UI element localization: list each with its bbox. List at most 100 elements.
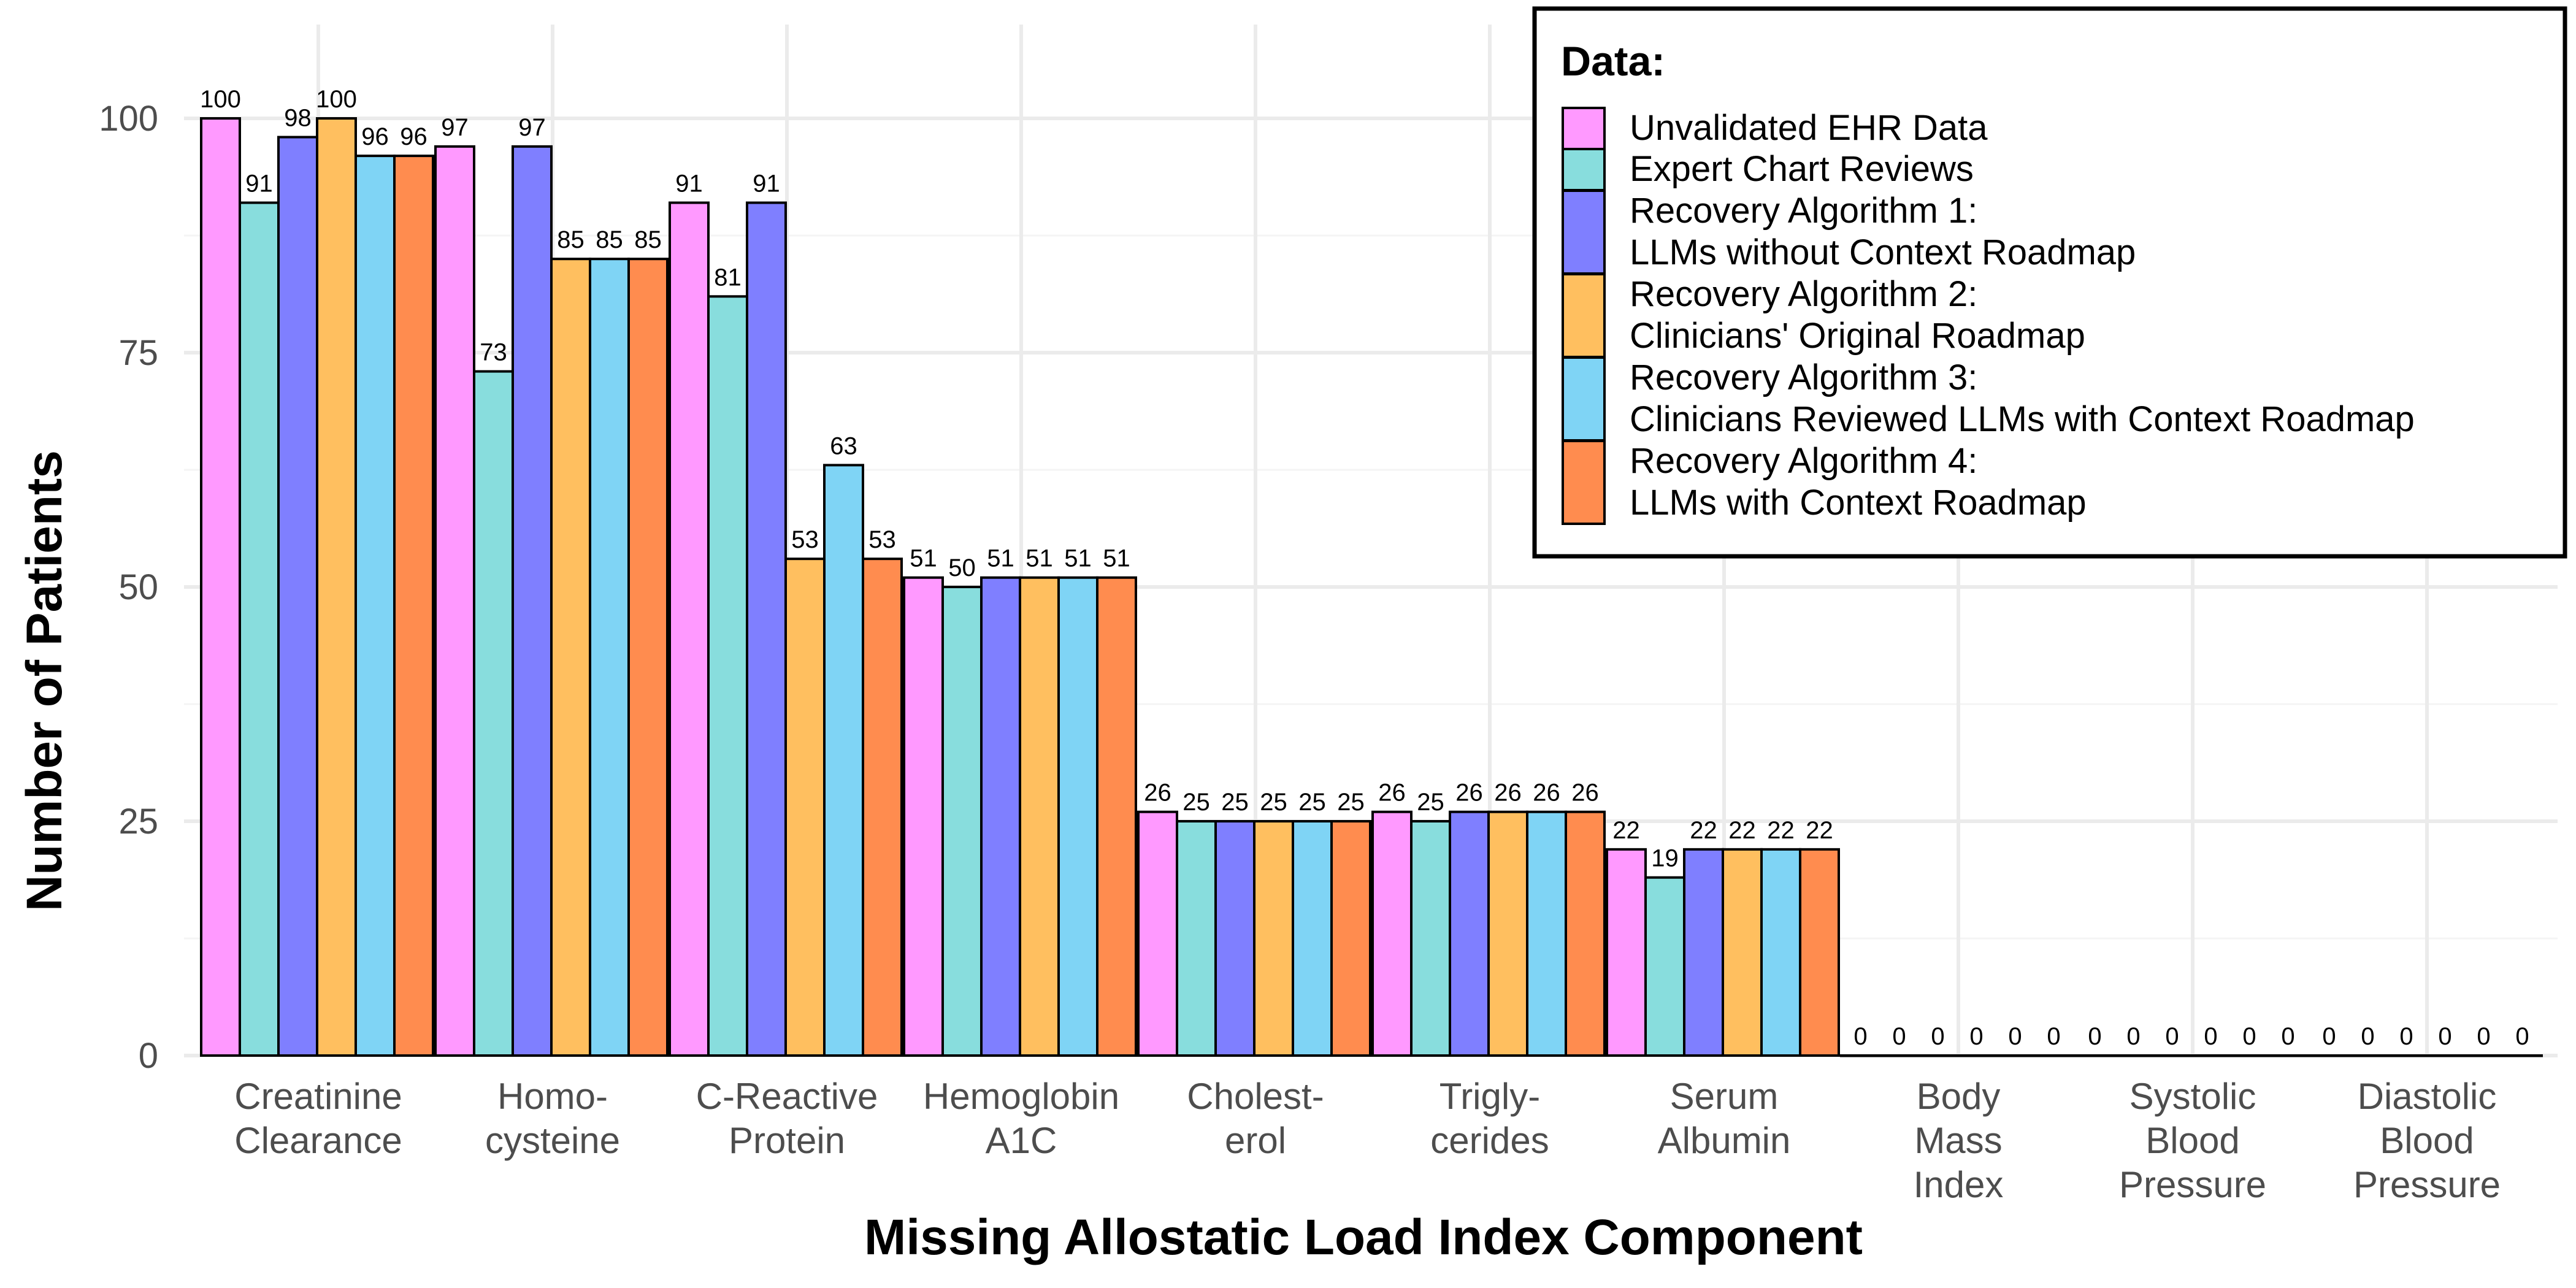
y-axis-ticks: 0 25 50 75 100 xyxy=(99,99,158,1076)
y-tick-label: 0 xyxy=(139,1036,158,1076)
bar-value-label: 0 xyxy=(2361,1023,2374,1050)
bar xyxy=(1449,810,1490,1057)
bar-value-label: 53 xyxy=(791,526,819,553)
bar-value-label: 51 xyxy=(1025,545,1053,572)
bar-value-label: 0 xyxy=(1892,1023,1906,1050)
bar-value-label: 25 xyxy=(1337,789,1365,816)
bar-value-label: 97 xyxy=(441,114,469,141)
bar xyxy=(823,464,864,1057)
bar xyxy=(473,370,514,1057)
legend-label: Recovery Algorithm 3: Clinicians Reviewed… xyxy=(1630,358,2415,439)
x-tick-label: Homo-cysteine xyxy=(485,1076,620,1161)
bar-value-label: 91 xyxy=(245,171,273,197)
bar-value-label: 25 xyxy=(1260,789,1287,816)
bar-value-label: 25 xyxy=(1417,789,1444,816)
bar-value-label: 22 xyxy=(1728,817,1756,844)
bar-value-label: 50 xyxy=(948,554,976,581)
bar-value-label: 19 xyxy=(1651,845,1679,872)
bar xyxy=(1253,820,1294,1057)
bar-value-label: 0 xyxy=(1969,1023,1983,1050)
bar xyxy=(746,201,787,1057)
bar-value-label: 26 xyxy=(1533,780,1560,807)
bars xyxy=(200,117,2543,1057)
x-axis-title: Missing Allostatic Load Index Component xyxy=(864,1209,1863,1265)
bar-value-label: 0 xyxy=(1853,1023,1867,1050)
bar-value-label: 0 xyxy=(2242,1023,2256,1050)
y-tick-label: 100 xyxy=(99,99,158,139)
bar xyxy=(862,558,903,1057)
bar-value-label: 0 xyxy=(1931,1023,1944,1050)
bar-value-label: 0 xyxy=(2088,1023,2101,1050)
bar xyxy=(941,586,983,1057)
legend-label: Recovery Algorithm 4: LLMs with Context R… xyxy=(1630,441,2087,523)
bar xyxy=(512,145,553,1057)
legend-key xyxy=(1562,273,1606,358)
legend-key xyxy=(1562,440,1606,525)
x-tick-label: Body Mass Index xyxy=(1914,1076,2004,1205)
bar xyxy=(1019,576,1060,1057)
legend-label: Recovery Algorithm 1: LLMs without Contex… xyxy=(1630,191,2136,272)
x-tick-label: C-Reactive Protein xyxy=(696,1076,878,1161)
bar-value-label: 100 xyxy=(316,86,357,113)
bar xyxy=(1683,848,1724,1057)
y-tick-label: 25 xyxy=(118,802,158,841)
bar-value-label: 100 xyxy=(200,86,241,113)
bar xyxy=(434,145,475,1057)
bar-value-label: 26 xyxy=(1571,780,1599,807)
bar xyxy=(1606,848,1647,1057)
bar xyxy=(1526,810,1567,1057)
bar xyxy=(589,258,630,1057)
bar-value-label: 51 xyxy=(1103,545,1130,572)
bar xyxy=(1760,848,1801,1057)
bar xyxy=(1292,820,1333,1057)
bar-value-label: 96 xyxy=(400,123,427,150)
bar xyxy=(1176,820,1217,1057)
bar-value-label: 22 xyxy=(1690,817,1717,844)
bar-value-label: 51 xyxy=(910,545,937,572)
bar-value-label: 26 xyxy=(1378,780,1406,807)
bar-value-label: 0 xyxy=(2322,1023,2336,1050)
bar-value-label: 25 xyxy=(1183,789,1210,816)
bar xyxy=(1214,820,1255,1057)
y-tick-label: 75 xyxy=(118,333,158,373)
bar-value-label: 81 xyxy=(714,264,742,291)
bar xyxy=(1487,810,1528,1057)
legend-label: Unvalidated EHR Data xyxy=(1630,108,1988,148)
legend-key xyxy=(1562,356,1606,442)
bar xyxy=(1722,848,1763,1057)
bar-value-label: 26 xyxy=(1455,780,1483,807)
bar-value-label: 22 xyxy=(1612,817,1640,844)
bar xyxy=(1137,810,1178,1057)
bar-value-label: 0 xyxy=(2399,1023,2413,1050)
bar xyxy=(1371,810,1413,1057)
bar-value-label: 51 xyxy=(987,545,1014,572)
bar xyxy=(1799,848,1840,1057)
bar-value-label: 0 xyxy=(2165,1023,2179,1050)
bar-value-label: 0 xyxy=(2204,1023,2217,1050)
bar-value-label: 98 xyxy=(284,105,312,132)
bar-value-label: 73 xyxy=(480,339,507,366)
bar xyxy=(784,558,826,1057)
bar-value-label: 0 xyxy=(2281,1023,2294,1050)
x-axis-ticks: Creatinine Clearance Homo-cysteine C-Reacti… xyxy=(234,1076,2501,1205)
bar xyxy=(669,201,710,1057)
bar xyxy=(1330,820,1371,1057)
x-tick-label: Serum Albumin xyxy=(1658,1076,1791,1161)
x-tick-label: Cholest-erol xyxy=(1187,1076,1324,1161)
bar-value-label: 25 xyxy=(1221,789,1249,816)
bar-value-label: 22 xyxy=(1767,817,1795,844)
legend-key xyxy=(1562,107,1606,150)
bar-value-label: 85 xyxy=(596,226,623,253)
bar xyxy=(707,295,748,1057)
bar xyxy=(1096,576,1137,1057)
bar-value-label: 0 xyxy=(2008,1023,2022,1050)
bar xyxy=(1410,820,1451,1057)
bar xyxy=(1644,876,1685,1057)
bar xyxy=(355,155,396,1057)
bar xyxy=(903,576,944,1057)
bar-value-label: 25 xyxy=(1298,789,1326,816)
x-tick-label: Diastolic Blood Pressure xyxy=(2353,1076,2501,1205)
